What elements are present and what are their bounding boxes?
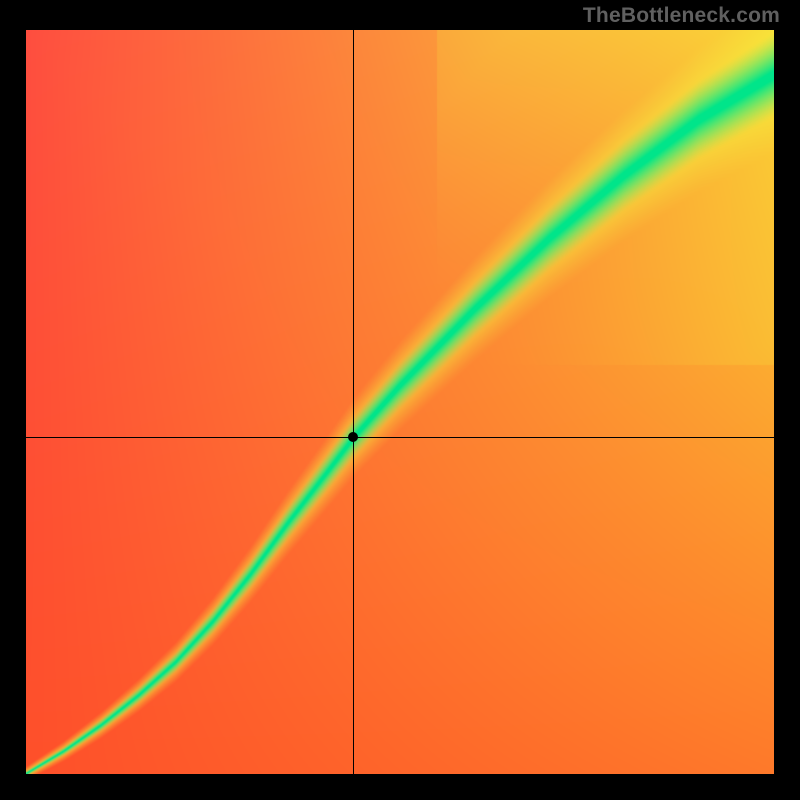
chart-container: TheBottleneck.com	[0, 0, 800, 800]
crosshair-marker	[348, 432, 358, 442]
watermark-text: TheBottleneck.com	[583, 4, 780, 28]
crosshair-horizontal	[26, 437, 774, 438]
heatmap-canvas	[26, 30, 774, 774]
plot-area	[26, 30, 774, 774]
crosshair-vertical	[353, 30, 354, 774]
